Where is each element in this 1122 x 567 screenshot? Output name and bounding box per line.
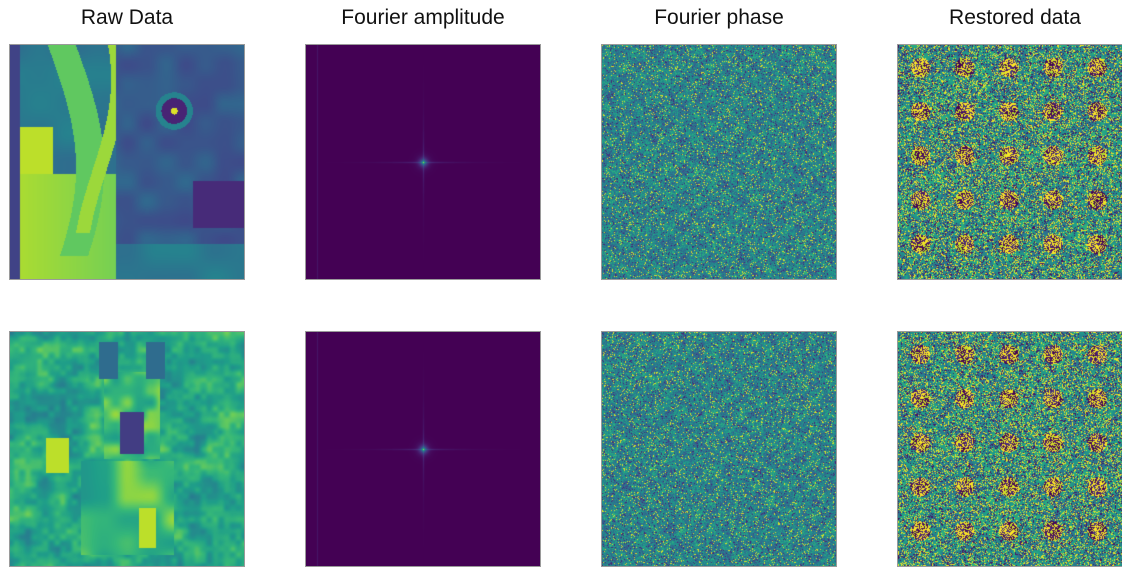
- panel-fourier-amplitude-row2: [305, 331, 541, 567]
- panel-restored-data-row1: [897, 44, 1122, 280]
- panel-fourier-phase-row1: [601, 44, 837, 280]
- panel-raw-data-row1: [9, 44, 245, 280]
- panel-raw-data-row2: [9, 331, 245, 567]
- panel-restored-data-row2: [897, 331, 1122, 567]
- title-restored-data: Restored data: [949, 6, 1081, 29]
- title-fourier-phase: Fourier phase: [654, 6, 784, 29]
- panel-fourier-phase-row2: [601, 331, 837, 567]
- title-fourier-amplitude: Fourier amplitude: [341, 6, 505, 29]
- title-raw-data: Raw Data: [80, 6, 174, 29]
- panel-fourier-amplitude-row1: [305, 44, 541, 280]
